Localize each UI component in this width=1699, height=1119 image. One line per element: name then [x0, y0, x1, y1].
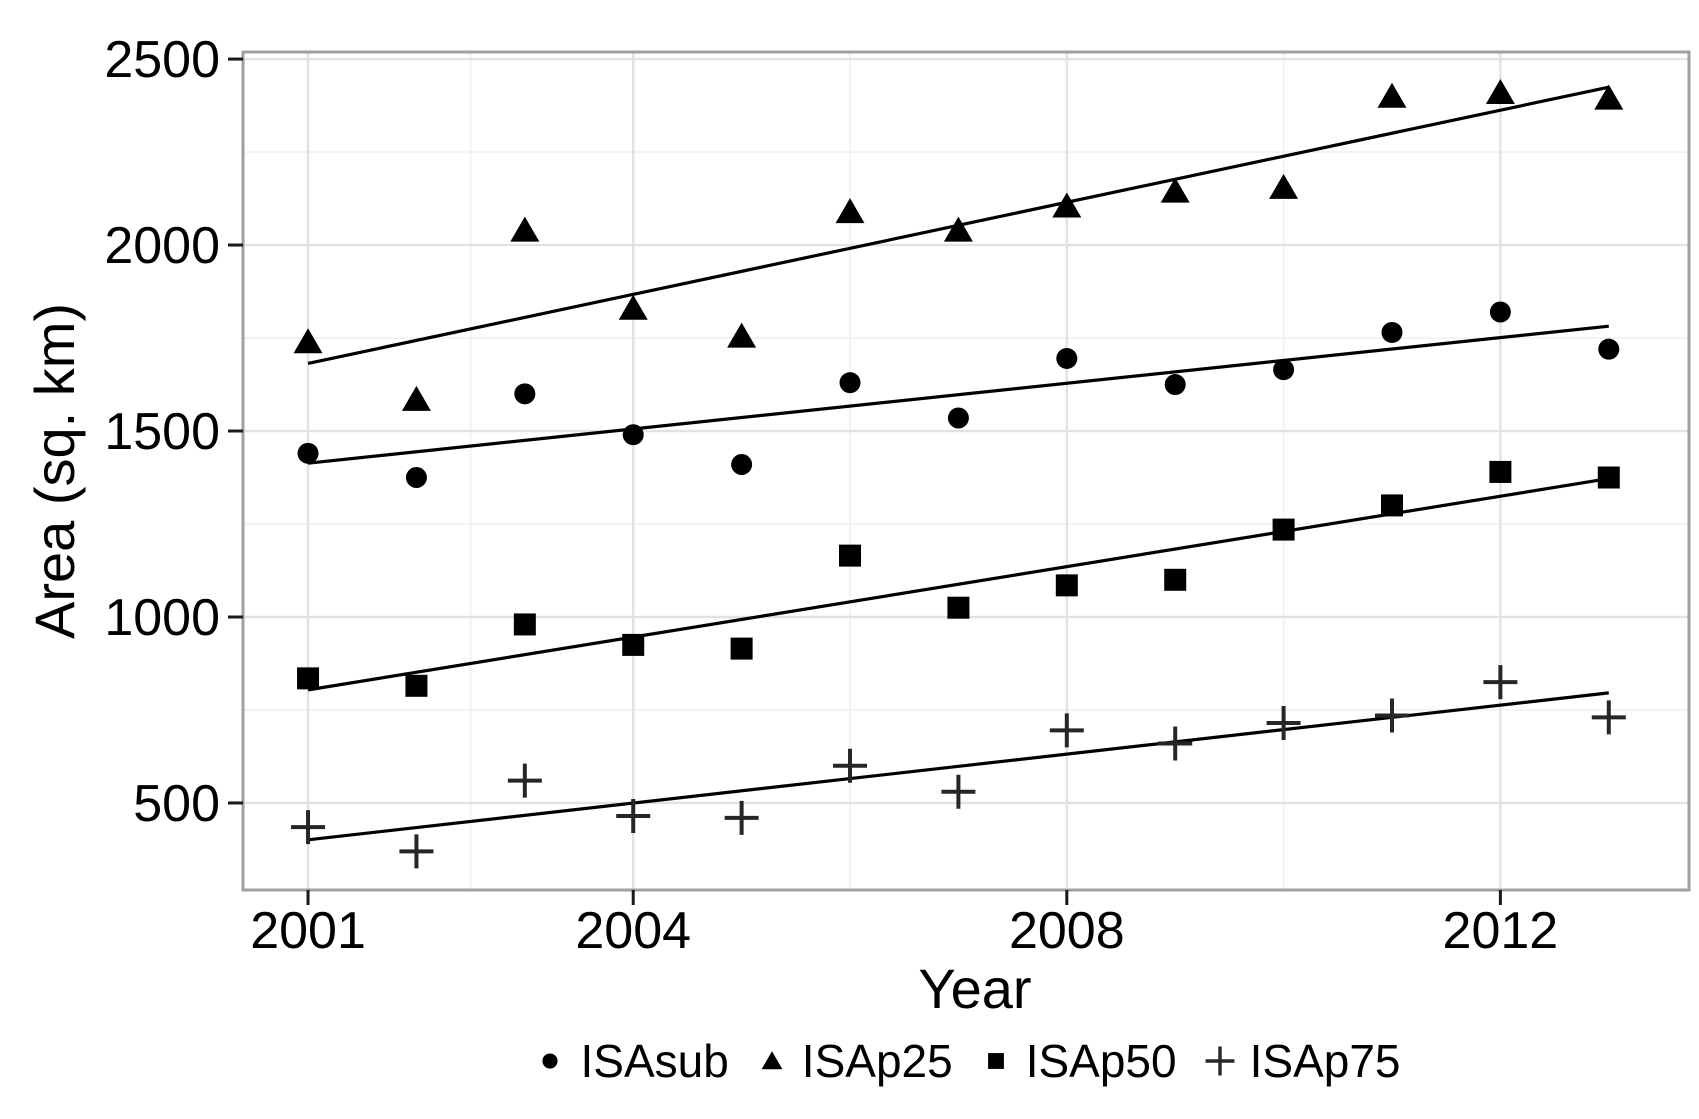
data-point-circle — [947, 407, 969, 429]
y-tick-label: 2500 — [104, 31, 220, 89]
data-point-plus — [724, 800, 759, 835]
y-tick-label: 500 — [133, 775, 220, 833]
x-tick-label: 2008 — [1009, 902, 1125, 960]
data-point-plus — [1158, 726, 1193, 761]
data-point-square — [987, 1053, 1004, 1069]
data-point-circle — [514, 383, 536, 405]
data-point-triangle — [1269, 173, 1299, 199]
data-point-circle — [1056, 347, 1078, 369]
legend-item-isap25: ISAp25 — [753, 1034, 953, 1088]
x-axis-tick-labels: 2001 2004 2008 2012 — [250, 902, 1558, 960]
data-point-circle — [297, 442, 319, 464]
data-point-triangle — [727, 322, 757, 348]
y-tick-label: 1500 — [104, 403, 220, 461]
data-point-triangle — [1160, 177, 1190, 203]
data-point-plus — [507, 763, 542, 798]
data-point-plus — [1483, 665, 1518, 700]
data-point-square — [405, 674, 428, 697]
data-point-triangle — [761, 1051, 783, 1070]
trend-lines — [307, 85, 1610, 842]
x-axis-title: Year — [918, 957, 1031, 1020]
legend-marker-square-icon — [987, 1053, 1004, 1069]
x-tick-label: 2001 — [250, 902, 366, 960]
legend-marker-plus-icon — [1205, 1046, 1235, 1076]
trend-line-isap50 — [307, 477, 1610, 692]
data-point-square — [622, 633, 645, 656]
data-point-plus — [616, 798, 651, 833]
data-point-circle — [731, 453, 753, 475]
data-point-circle — [1598, 338, 1620, 360]
legend-item-isasub: ISAsub — [531, 1034, 729, 1088]
series-isap50 — [297, 460, 1620, 697]
y-axis-tick-labels: 500 1000 1500 2000 2500 — [104, 31, 220, 833]
data-point-square — [1272, 518, 1295, 541]
data-point-triangle — [1377, 82, 1407, 108]
trend-line-isasub — [307, 324, 1609, 465]
data-point-plus — [1049, 713, 1084, 748]
data-point-circle — [839, 372, 861, 394]
series-isap75 — [291, 665, 1626, 869]
data-point-circle — [1273, 359, 1295, 381]
data-point-square — [1380, 494, 1403, 517]
data-point-plus — [833, 748, 868, 783]
data-point-triangle — [618, 294, 648, 320]
legend-label: ISAp75 — [1249, 1035, 1401, 1087]
data-point-plus — [941, 774, 976, 809]
data-point-plus — [1375, 698, 1409, 733]
data-point-plus — [1205, 1046, 1235, 1076]
data-point-square — [1489, 460, 1512, 483]
legend-item-isap50: ISAp50 — [977, 1034, 1177, 1088]
x-tick-label: 2004 — [575, 902, 691, 960]
data-point-triangle — [293, 328, 323, 354]
data-point-plus — [399, 834, 434, 869]
data-point-plus — [1591, 700, 1626, 735]
panel-border — [241, 50, 1691, 892]
data-point-triangle — [1594, 84, 1624, 110]
data-point-square — [947, 596, 970, 619]
x-tick-label: 2012 — [1443, 902, 1559, 960]
data-point-triangle — [1485, 79, 1515, 105]
legend: ISAsub ISAp25 ISAp50 ISAp75 — [243, 1026, 1689, 1096]
series-isasub — [297, 301, 1620, 489]
data-point-square — [513, 613, 536, 636]
data-point-plus — [291, 810, 326, 845]
legend-label: ISAp25 — [801, 1035, 953, 1087]
legend-label: ISAsub — [580, 1035, 729, 1087]
legend-marker-circle-icon — [542, 1053, 559, 1069]
data-point-triangle — [943, 216, 973, 242]
data-point-square — [839, 544, 862, 567]
data-point-triangle — [510, 216, 540, 242]
data-point-square — [1597, 466, 1620, 489]
y-tick-label: 1000 — [104, 589, 220, 647]
y-tick-label: 2000 — [104, 217, 220, 275]
data-point-plus — [1266, 705, 1301, 740]
legend-marker-triangle-icon — [761, 1051, 783, 1070]
axis-tick-marks — [228, 57, 1502, 905]
data-point-triangle — [835, 198, 865, 224]
data-point-square — [1055, 574, 1078, 597]
data-point-circle — [1381, 321, 1403, 343]
data-point-circle — [405, 467, 427, 489]
data-point-square — [730, 637, 753, 660]
y-axis-title: Area (sq. km) — [23, 303, 86, 639]
data-point-square — [1164, 568, 1187, 591]
data-point-circle — [542, 1053, 559, 1069]
series-isap25 — [293, 79, 1624, 411]
trend-line-isap75 — [307, 691, 1609, 842]
data-point-triangle — [401, 385, 431, 411]
data-point-triangle — [1052, 192, 1082, 218]
legend-item-isap75: ISAp75 — [1201, 1034, 1401, 1088]
data-point-circle — [1164, 374, 1186, 396]
data-points — [291, 79, 1626, 869]
data-point-circle — [622, 424, 644, 446]
data-point-square — [297, 667, 320, 690]
legend-label: ISAp50 — [1025, 1035, 1177, 1087]
data-point-circle — [1489, 301, 1511, 323]
